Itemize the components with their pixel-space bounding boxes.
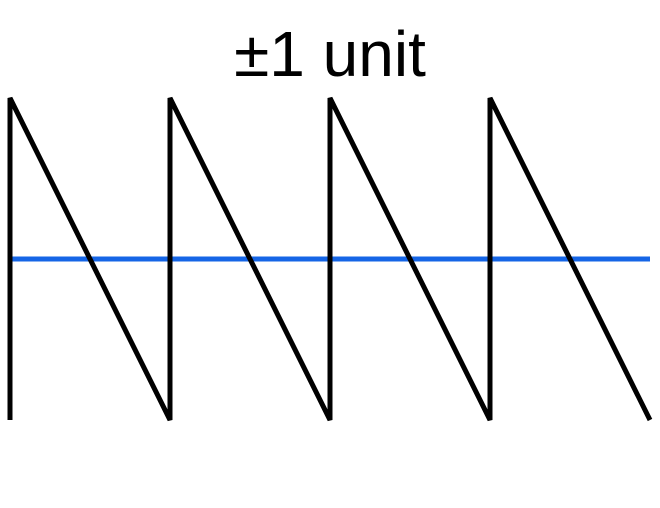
sawtooth-wave — [7, 96, 653, 422]
diagram-title: ±1 unit — [234, 18, 426, 90]
